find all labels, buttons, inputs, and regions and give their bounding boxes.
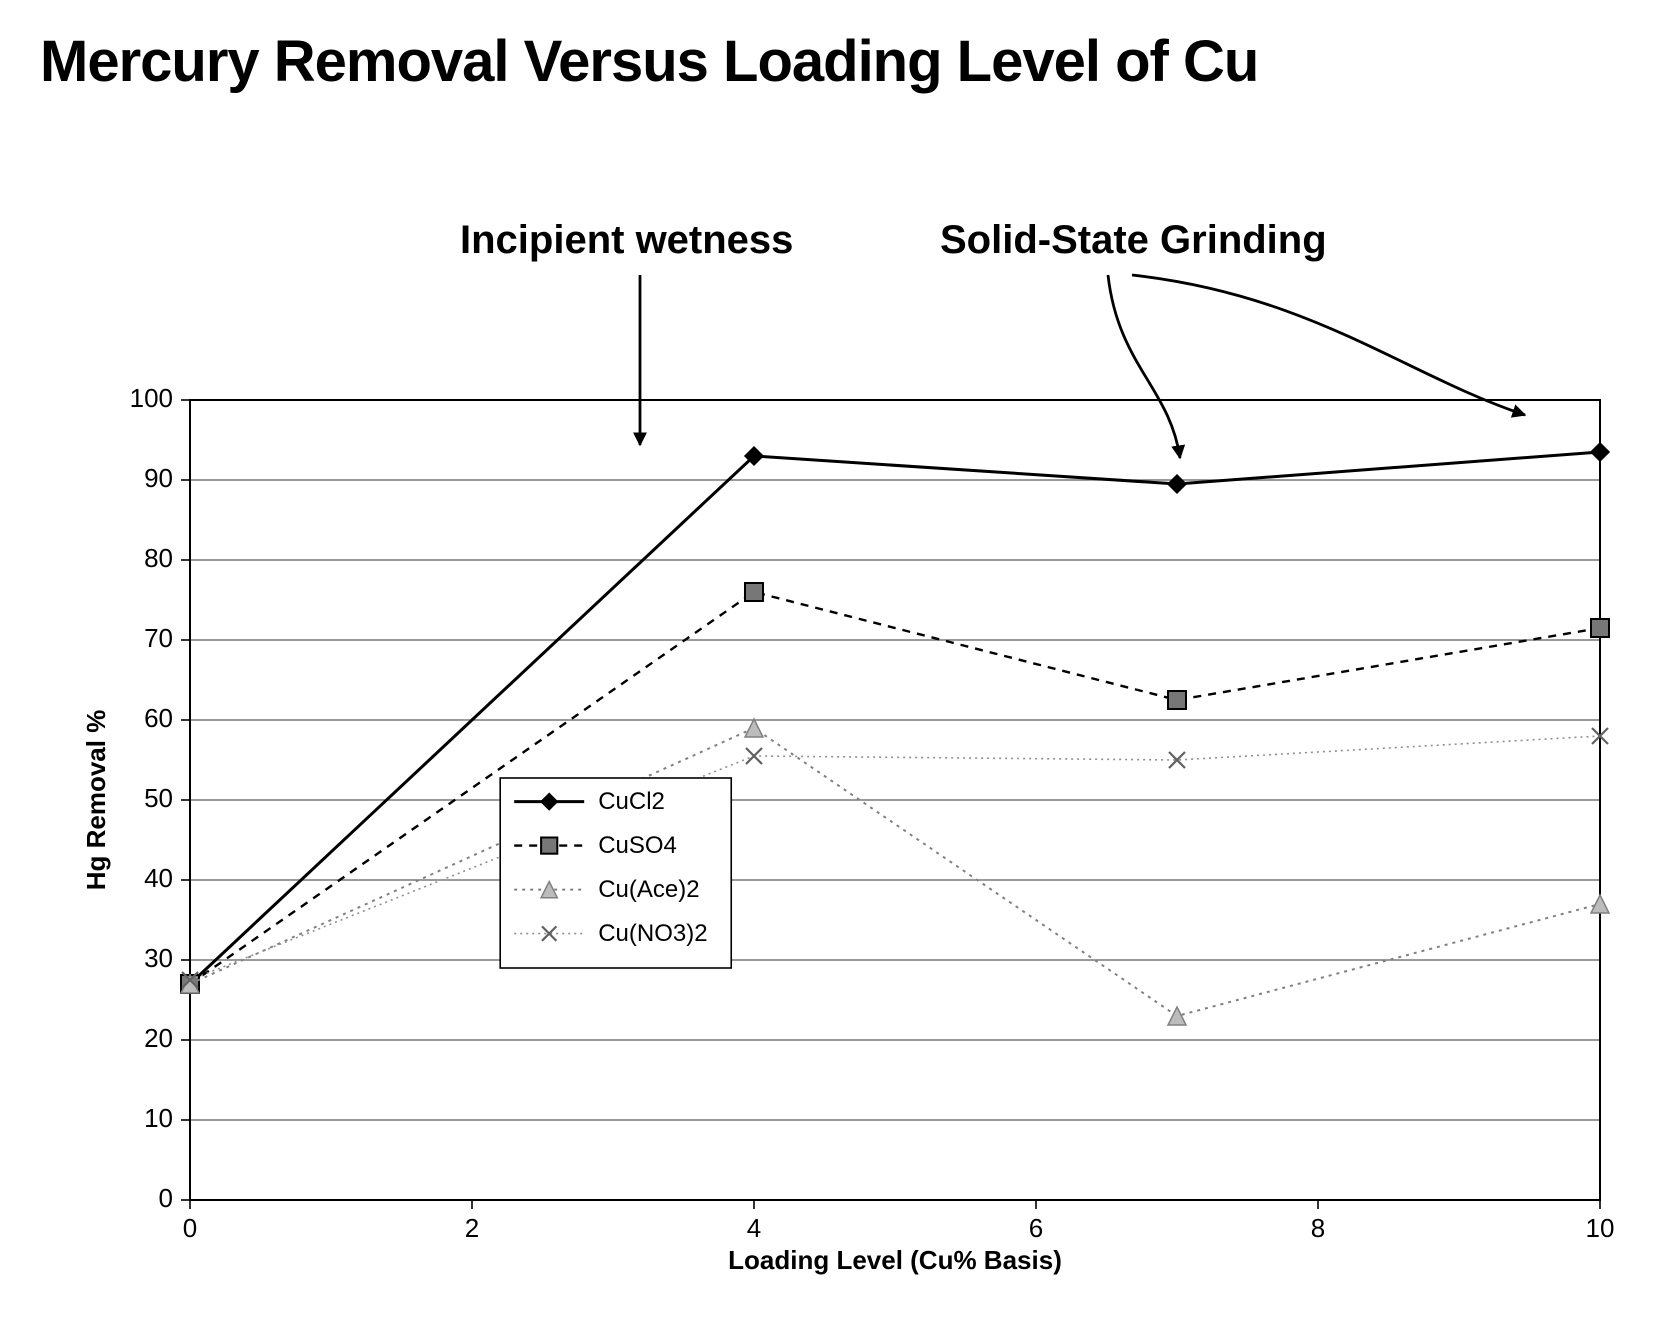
svg-text:70: 70 <box>144 623 173 653</box>
svg-text:8: 8 <box>1311 1213 1325 1243</box>
svg-text:CuSO4: CuSO4 <box>598 832 677 859</box>
svg-text:40: 40 <box>144 863 173 893</box>
svg-text:10: 10 <box>1586 1213 1615 1243</box>
svg-text:0: 0 <box>159 1183 173 1213</box>
svg-text:100: 100 <box>130 383 173 413</box>
svg-text:50: 50 <box>144 783 173 813</box>
chart: 0 10 20 30 40 50 60 70 80 90 100 0 2 4 6 8 10 Loading Lev… <box>20 20 1635 1311</box>
svg-text:30: 30 <box>144 943 173 973</box>
svg-text:Hg Removal %: Hg Removal % <box>81 710 111 891</box>
svg-text:Cu(NO3)2: Cu(NO3)2 <box>598 920 707 947</box>
svg-text:80: 80 <box>144 543 173 573</box>
svg-text:0: 0 <box>183 1213 197 1243</box>
svg-text:10: 10 <box>144 1103 173 1133</box>
page-root: Mercury Removal Versus Loading Level of … <box>20 20 1635 1311</box>
svg-text:Loading Level (Cu% Basis): Loading Level (Cu% Basis) <box>728 1245 1062 1275</box>
svg-text:20: 20 <box>144 1023 173 1053</box>
svg-text:90: 90 <box>144 463 173 493</box>
svg-text:6: 6 <box>1029 1213 1043 1243</box>
svg-text:4: 4 <box>747 1213 761 1243</box>
svg-text:60: 60 <box>144 703 173 733</box>
svg-text:2: 2 <box>465 1213 479 1243</box>
svg-text:Cu(Ace)2: Cu(Ace)2 <box>598 876 699 903</box>
svg-text:CuCl2: CuCl2 <box>598 788 665 815</box>
